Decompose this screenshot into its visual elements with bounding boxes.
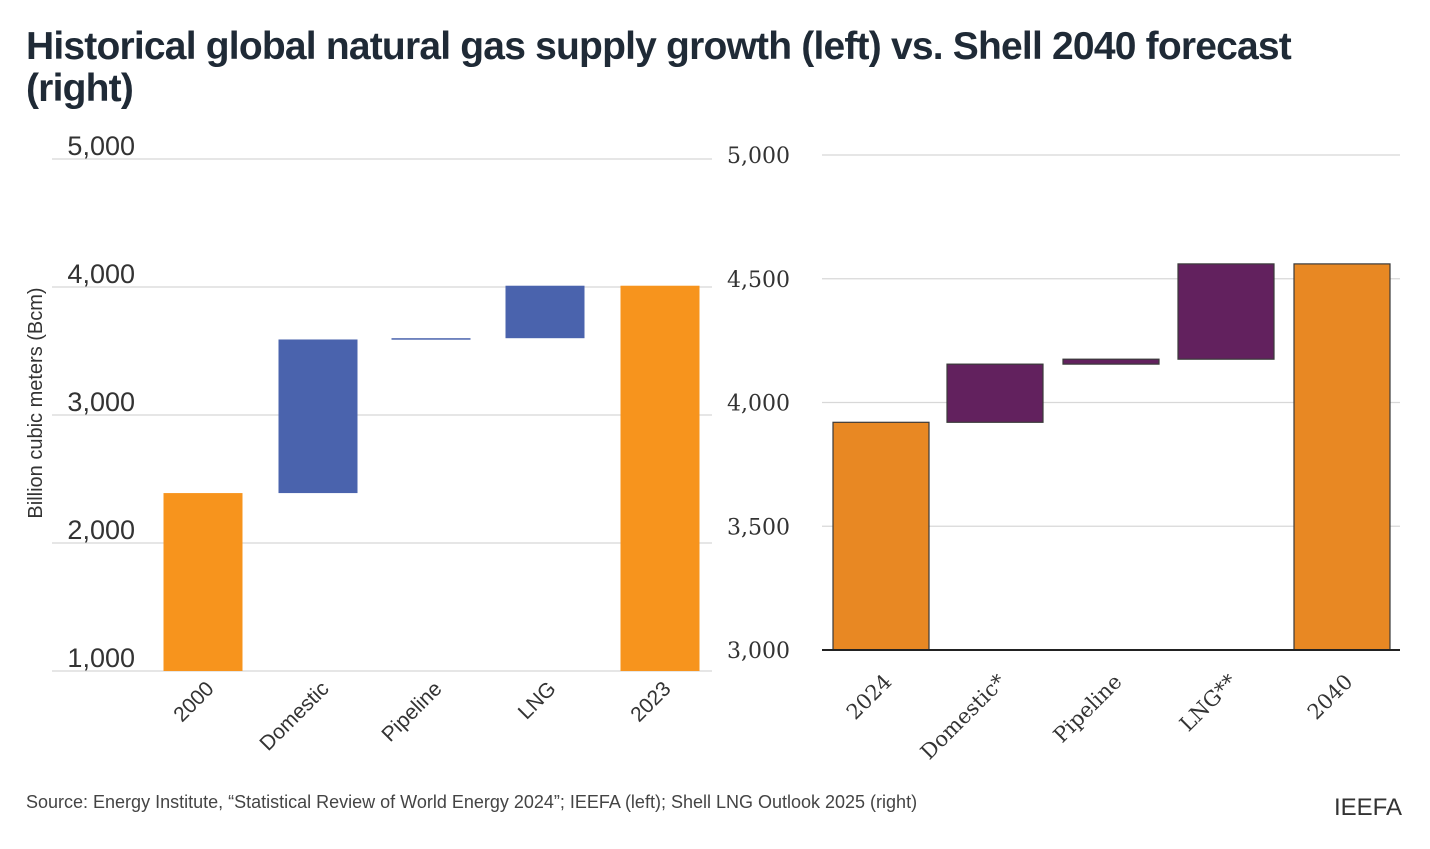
y-tick-label: 4,000 (727, 392, 790, 417)
x-tick-label: 2000 (169, 677, 218, 726)
source-note: Source: Energy Institute, “Statistical R… (26, 792, 918, 812)
x-tick-label: 2024 (842, 670, 897, 725)
bar-2000 (163, 493, 243, 671)
bar-2023 (620, 285, 700, 671)
bar-lng (1177, 263, 1275, 360)
x-tick-label: 2040 (1303, 670, 1358, 725)
x-tick-label: Domestic* (916, 669, 1011, 764)
bar-domestic (278, 339, 358, 494)
x-tick-label: Pipeline (1049, 670, 1127, 748)
y-tick-label: 5,000 (67, 131, 135, 161)
x-tick-label: Pipeline (377, 677, 446, 746)
brand-logo: IEEFA (1333, 794, 1402, 821)
x-tick-label: LNG** (1175, 669, 1242, 736)
x-tick-label: Domestic (255, 677, 333, 755)
y-tick-label: 4,500 (727, 268, 790, 293)
y-axis-label: Billion cubic meters (Bcm) (25, 287, 47, 518)
bar-2040 (1293, 263, 1391, 651)
bar-pipeline (1062, 358, 1160, 365)
bar-2024 (832, 421, 930, 651)
bar-domestic (946, 363, 1044, 423)
bar-pipeline (391, 338, 471, 340)
y-tick-label: 5,000 (727, 144, 790, 169)
y-tick-label: 2,000 (67, 515, 135, 545)
y-tick-label: 4,000 (67, 259, 135, 289)
x-tick-label: LNG (514, 677, 561, 724)
y-tick-label: 1,000 (67, 643, 135, 673)
chart-title: Historical global natural gas supply gro… (26, 25, 1292, 110)
y-tick-label: 3,000 (727, 639, 790, 664)
x-tick-label: 2023 (626, 677, 675, 726)
y-tick-label: 3,500 (727, 515, 790, 540)
bar-lng (505, 285, 585, 339)
y-tick-label: 3,000 (67, 387, 135, 417)
